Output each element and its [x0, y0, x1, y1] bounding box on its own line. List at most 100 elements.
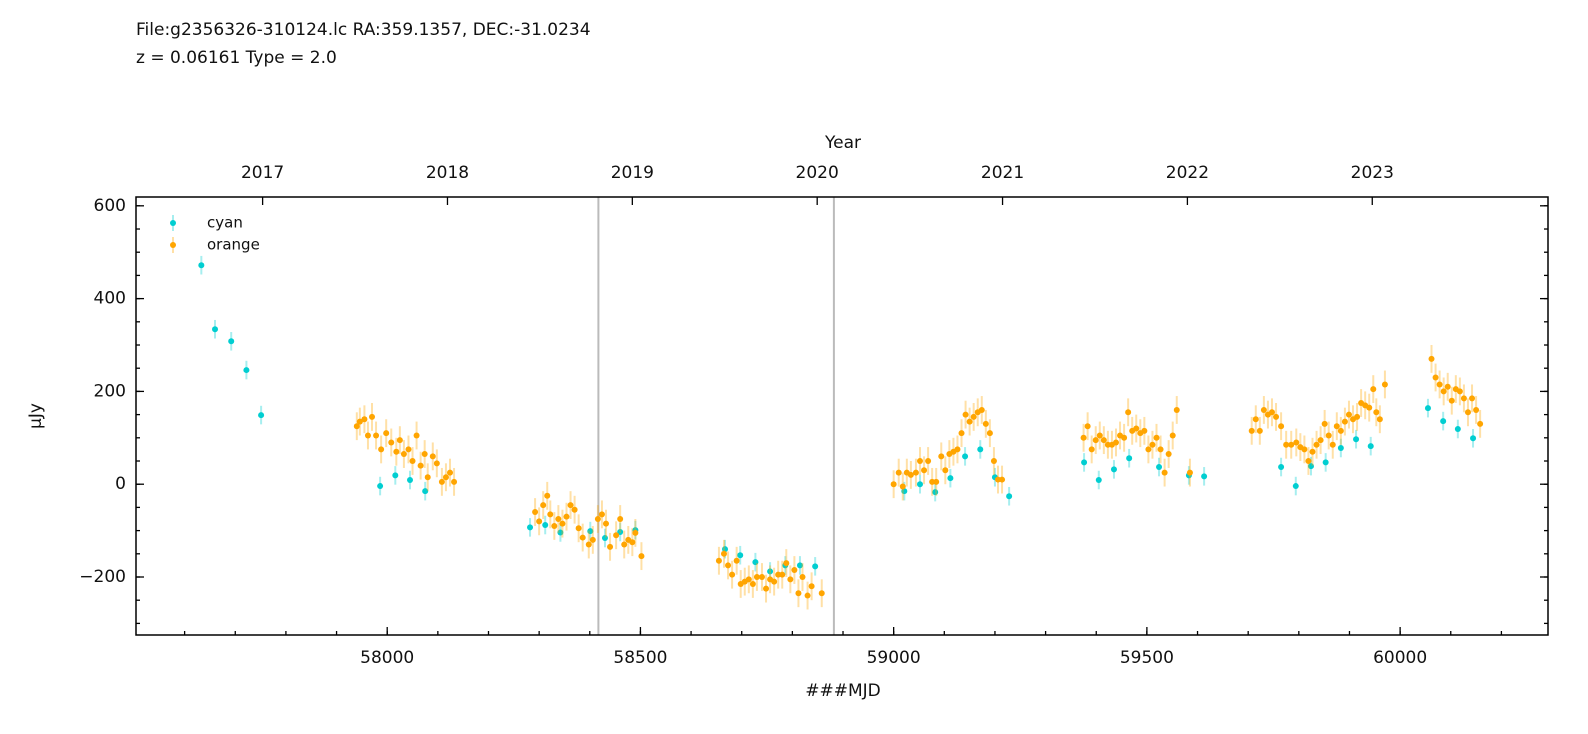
data-point — [1424, 405, 1431, 412]
data-point — [1322, 459, 1329, 466]
data-point — [559, 520, 566, 527]
x-tick-label: 60000 — [1373, 648, 1427, 668]
data-point — [1292, 483, 1299, 490]
data-point — [907, 471, 914, 478]
data-point — [729, 571, 736, 578]
data-point — [720, 550, 727, 557]
data-point — [532, 509, 539, 516]
data-point — [787, 576, 794, 583]
data-point — [899, 483, 906, 490]
data-point — [1428, 355, 1435, 362]
data-point — [722, 546, 729, 553]
data-point — [258, 412, 265, 419]
y-tick-label: 200 — [94, 381, 126, 401]
data-point — [1353, 436, 1360, 443]
data-point — [1448, 397, 1455, 404]
y-tick-label: 400 — [94, 289, 126, 309]
data-point — [916, 458, 923, 465]
data-point — [400, 451, 407, 458]
data-point — [962, 453, 969, 460]
data-point — [1095, 477, 1102, 484]
data-point — [763, 585, 770, 592]
data-point — [451, 478, 458, 485]
data-point — [966, 418, 973, 425]
data-point — [799, 574, 806, 581]
data-point — [715, 557, 722, 564]
data-point — [1341, 418, 1348, 425]
legend-marker — [170, 220, 176, 226]
data-point — [536, 518, 543, 525]
data-point — [999, 476, 1006, 483]
data-point — [978, 406, 985, 413]
y-tick-label: 0 — [115, 474, 126, 494]
data-point — [804, 592, 811, 599]
data-point — [1321, 420, 1328, 427]
data-point — [563, 513, 570, 520]
data-point — [575, 525, 582, 532]
data-point — [938, 453, 945, 460]
data-point — [796, 562, 803, 569]
x2-tick-label: 2020 — [796, 163, 839, 183]
data-point — [1156, 464, 1163, 471]
data-point — [771, 578, 778, 585]
data-point — [396, 437, 403, 444]
data-point — [1345, 411, 1352, 418]
data-point — [1473, 406, 1480, 413]
data-point — [1366, 404, 1373, 411]
data-point — [1121, 434, 1128, 441]
data-point — [954, 446, 961, 453]
data-point — [632, 529, 639, 536]
data-point — [1161, 469, 1168, 476]
data-point — [1186, 469, 1193, 476]
data-point — [1444, 383, 1451, 390]
data-point — [607, 543, 614, 550]
y-tick-label: 600 — [94, 196, 126, 216]
data-point — [579, 534, 586, 541]
plot-frame — [135, 196, 1549, 636]
data-point — [388, 439, 395, 446]
x2-tick-label: 2018 — [426, 163, 469, 183]
data-point — [1145, 446, 1152, 453]
data-point — [795, 590, 802, 597]
data-point — [1256, 427, 1263, 434]
data-point — [629, 539, 636, 546]
legend-label: orange — [207, 236, 260, 254]
data-point — [421, 451, 428, 458]
data-point — [890, 481, 897, 488]
data-point — [571, 506, 578, 513]
data-point — [1157, 446, 1164, 453]
data-point — [1149, 441, 1156, 448]
data-point — [1153, 434, 1160, 441]
data-point — [1278, 423, 1285, 430]
x-tick-label: 58500 — [613, 648, 667, 668]
data-point — [767, 568, 774, 575]
data-point — [901, 488, 908, 495]
data-point — [1305, 458, 1312, 465]
data-point — [567, 502, 574, 509]
data-point — [1381, 381, 1388, 388]
data-point — [970, 413, 977, 420]
legend-label: cyan — [207, 214, 243, 232]
data-point — [589, 536, 596, 543]
data-point — [1006, 493, 1013, 500]
data-point — [555, 516, 562, 523]
data-point — [527, 524, 534, 531]
legend-marker — [170, 242, 176, 248]
data-point — [1112, 439, 1119, 446]
data-point — [921, 467, 928, 474]
data-point — [947, 475, 954, 482]
data-point — [1309, 448, 1316, 455]
data-point — [406, 477, 413, 484]
data-point — [932, 489, 939, 496]
data-point — [1456, 388, 1463, 395]
data-point — [1307, 463, 1314, 470]
data-point — [369, 413, 376, 420]
data-point — [753, 574, 760, 581]
data-point — [1367, 443, 1374, 450]
data-point — [1293, 439, 1300, 446]
data-point — [424, 474, 431, 481]
data-point — [912, 469, 919, 476]
data-point — [442, 474, 449, 481]
data-point — [1317, 437, 1324, 444]
